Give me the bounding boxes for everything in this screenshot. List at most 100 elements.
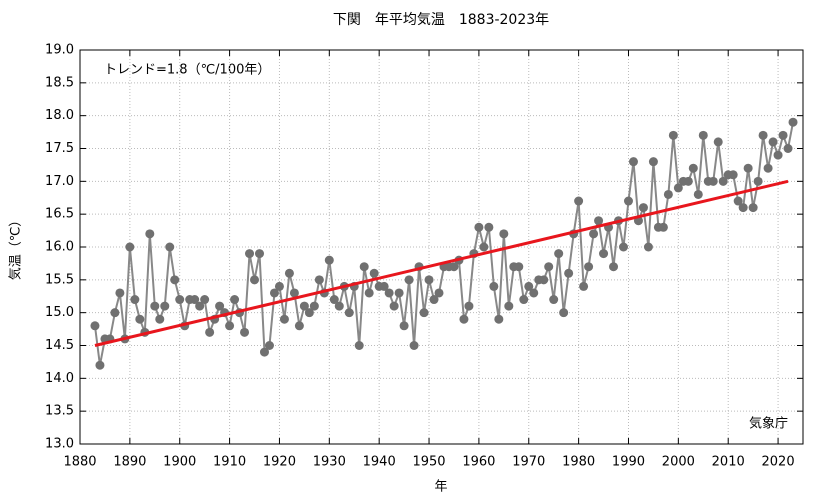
data-point bbox=[743, 163, 753, 173]
data-point bbox=[205, 327, 215, 337]
data-point bbox=[369, 268, 379, 278]
data-point bbox=[589, 229, 599, 239]
data-point bbox=[554, 249, 564, 259]
data-point bbox=[549, 295, 559, 305]
data-point bbox=[304, 308, 314, 318]
data-point bbox=[389, 301, 399, 311]
data-point bbox=[250, 275, 260, 285]
x-tick-label: 1930 bbox=[313, 455, 346, 470]
x-tick-label: 1970 bbox=[512, 455, 545, 470]
data-point bbox=[399, 321, 409, 331]
data-point bbox=[145, 229, 155, 239]
x-tick-label: 1990 bbox=[612, 455, 645, 470]
x-tick-label: 1980 bbox=[562, 455, 595, 470]
data-point bbox=[449, 262, 459, 272]
data-point bbox=[230, 295, 240, 305]
x-tick-label: 1920 bbox=[263, 455, 296, 470]
data-point bbox=[648, 157, 658, 167]
y-tick-label: 16.5 bbox=[45, 207, 74, 222]
data-point bbox=[269, 288, 279, 298]
data-point bbox=[384, 288, 394, 298]
x-axis-label: 年 bbox=[434, 480, 447, 495]
data-point bbox=[584, 262, 594, 272]
y-tick-label: 18.0 bbox=[45, 108, 74, 123]
data-point bbox=[245, 249, 255, 259]
data-point bbox=[638, 203, 648, 213]
data-point bbox=[713, 137, 723, 147]
y-tick-label: 16.0 bbox=[45, 240, 74, 255]
data-point bbox=[773, 150, 783, 160]
data-point bbox=[429, 295, 439, 305]
data-point bbox=[289, 288, 299, 298]
y-tick-label: 18.5 bbox=[45, 75, 74, 90]
x-tick-label: 1910 bbox=[213, 455, 246, 470]
data-point bbox=[90, 321, 100, 331]
data-point bbox=[763, 163, 773, 173]
data-point bbox=[544, 262, 554, 272]
data-point bbox=[279, 314, 289, 324]
data-point bbox=[294, 321, 304, 331]
data-point bbox=[574, 196, 584, 206]
data-point bbox=[299, 301, 309, 311]
data-point bbox=[663, 189, 673, 199]
data-point bbox=[564, 268, 574, 278]
data-point bbox=[753, 176, 763, 186]
y-tick-label: 17.5 bbox=[45, 141, 74, 156]
data-point bbox=[215, 301, 225, 311]
data-point bbox=[738, 203, 748, 213]
data-point bbox=[628, 157, 638, 167]
data-point bbox=[683, 176, 693, 186]
y-tick-label: 13.0 bbox=[45, 437, 74, 452]
data-point bbox=[579, 281, 589, 291]
data-point bbox=[623, 196, 633, 206]
x-tick-label: 2020 bbox=[762, 455, 795, 470]
x-tick-label: 1880 bbox=[63, 455, 96, 470]
x-tick-label: 2000 bbox=[662, 455, 695, 470]
data-point bbox=[175, 295, 185, 305]
data-point bbox=[768, 137, 778, 147]
data-point bbox=[609, 262, 619, 272]
data-point bbox=[95, 360, 105, 370]
data-point bbox=[618, 242, 628, 252]
annotation: トレンド=1.8（℃/100年） bbox=[104, 63, 270, 78]
data-point bbox=[693, 189, 703, 199]
data-point bbox=[783, 144, 793, 153]
plot-frame bbox=[79, 49, 804, 445]
data-point bbox=[334, 301, 344, 311]
source: 気象庁 bbox=[749, 416, 788, 432]
data-point bbox=[529, 288, 539, 298]
x-tick-label: 1960 bbox=[462, 455, 495, 470]
x-tick-label: 1950 bbox=[412, 455, 445, 470]
data-point bbox=[778, 130, 788, 140]
data-point bbox=[489, 281, 499, 291]
x-tick-label: 1940 bbox=[363, 455, 396, 470]
data-point bbox=[474, 222, 484, 232]
data-point bbox=[344, 308, 354, 318]
data-point bbox=[225, 321, 235, 331]
y-tick-label: 17.0 bbox=[45, 174, 74, 189]
data-point bbox=[404, 275, 414, 285]
data-point bbox=[259, 347, 269, 357]
y-tick-label: 14.0 bbox=[45, 371, 74, 386]
data-point bbox=[673, 183, 683, 193]
data-point bbox=[708, 176, 718, 186]
data-point bbox=[758, 130, 768, 140]
data-point bbox=[170, 275, 180, 285]
data-point bbox=[130, 295, 140, 305]
data-point bbox=[698, 130, 708, 140]
y-tick-label: 15.5 bbox=[45, 272, 74, 287]
y-axis-label: 気温（℃） bbox=[8, 214, 24, 281]
data-point bbox=[354, 341, 364, 350]
y-tick-label: 15.0 bbox=[45, 305, 74, 320]
data-point bbox=[165, 242, 175, 252]
data-point bbox=[464, 301, 474, 311]
data-point bbox=[643, 242, 653, 252]
data-point bbox=[379, 281, 389, 291]
data-point bbox=[359, 262, 369, 272]
data-point bbox=[419, 308, 429, 318]
chart-title: 下関 年平均気温 1883-2023年 bbox=[333, 12, 549, 28]
data-point bbox=[195, 301, 205, 311]
data-point bbox=[748, 203, 758, 213]
data-point bbox=[155, 314, 165, 324]
